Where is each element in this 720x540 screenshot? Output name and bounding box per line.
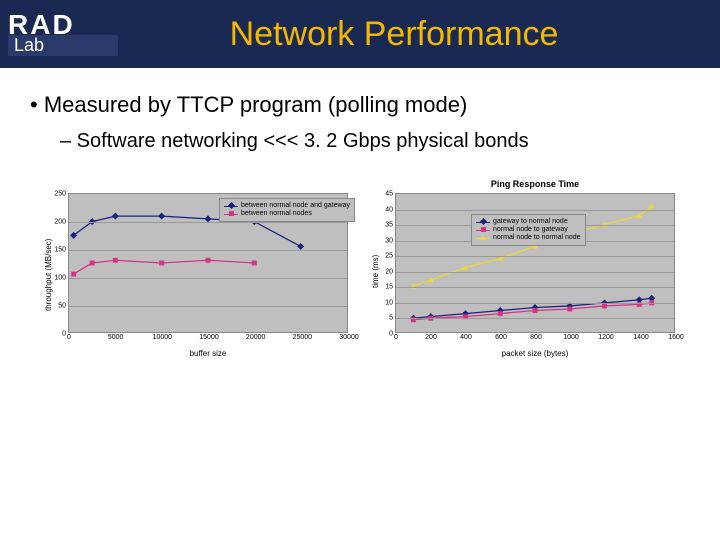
x-tick: 0 — [67, 332, 71, 341]
bullet-main: • Measured by TTCP program (polling mode… — [30, 92, 690, 118]
x-tick: 25000 — [293, 332, 312, 341]
x-tick: 1200 — [598, 332, 614, 341]
throughput-chart: 0501001502002500500010000150002000025000… — [38, 193, 355, 333]
bullet-sub: – Software networking <<< 3. 2 Gbps phys… — [60, 130, 690, 153]
y-tick: 20 — [385, 268, 396, 275]
x-tick: 15000 — [199, 332, 218, 341]
y-tick: 5 — [389, 315, 396, 322]
x-tick: 20000 — [246, 332, 265, 341]
x-tick: 10000 — [153, 332, 172, 341]
y-tick: 45 — [385, 191, 396, 198]
ping-chart: Ping Response Time 051015202530354045020… — [365, 193, 682, 333]
y-tick: 250 — [54, 191, 69, 198]
y-tick: 15 — [385, 284, 396, 291]
slide-content: • Measured by TTCP program (polling mode… — [0, 68, 720, 333]
x-tick: 0 — [394, 332, 398, 341]
chart-row: 0501001502002500500010000150002000025000… — [30, 193, 690, 333]
x-tick: 1600 — [668, 332, 684, 341]
x-tick: 800 — [530, 332, 542, 341]
logo-text-rad: RAD — [8, 12, 118, 37]
y-tick: 35 — [385, 222, 396, 229]
y-axis-label: time (ms) — [371, 255, 380, 288]
y-tick: 25 — [385, 253, 396, 260]
y-tick: 10 — [385, 299, 396, 306]
chart-title: Ping Response Time — [395, 179, 675, 189]
y-tick: 200 — [54, 219, 69, 226]
x-tick: 400 — [460, 332, 472, 341]
y-tick: 150 — [54, 247, 69, 254]
x-axis-label: buffer size — [68, 349, 348, 358]
x-tick: 1000 — [563, 332, 579, 341]
x-tick: 200 — [425, 332, 437, 341]
y-tick: 40 — [385, 206, 396, 213]
chart-legend: between normal node and gatewaybetween n… — [219, 198, 355, 222]
rad-lab-logo: RAD Lab — [8, 6, 118, 62]
x-axis-label: packet size (bytes) — [395, 349, 675, 358]
x-tick: 1400 — [633, 332, 649, 341]
logo-text-lab: Lab — [8, 35, 118, 56]
y-tick: 50 — [58, 303, 69, 310]
x-tick: 30000 — [339, 332, 358, 341]
y-axis-label: throughput (MB/sec) — [44, 239, 53, 311]
y-tick: 30 — [385, 237, 396, 244]
title-bar: RAD Lab Network Performance — [0, 0, 720, 68]
x-tick: 5000 — [108, 332, 124, 341]
y-tick: 100 — [54, 275, 69, 282]
slide-title: Network Performance — [118, 15, 720, 54]
chart-legend: gateway to normal nodenormal node to gat… — [471, 214, 586, 246]
x-tick: 600 — [495, 332, 507, 341]
